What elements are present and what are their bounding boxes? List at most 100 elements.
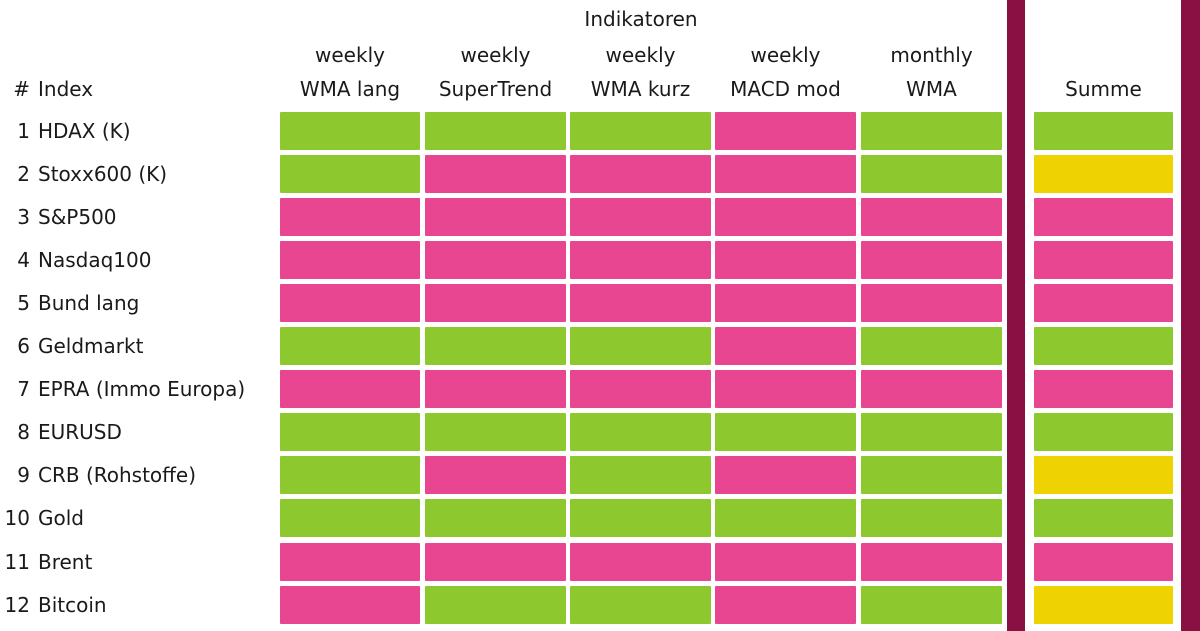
index-column-header: Index <box>38 77 94 101</box>
summe-cell <box>1034 586 1173 624</box>
row-number: 9 <box>17 463 30 487</box>
indicator-cell <box>861 586 1002 624</box>
column-header-period: weekly <box>605 43 676 67</box>
indicator-cell <box>861 413 1002 451</box>
column-header-period: weekly <box>315 43 385 67</box>
indicator-cell <box>280 413 420 451</box>
indicator-cell <box>861 112 1002 150</box>
row-number: 11 <box>4 550 30 574</box>
row-number: 3 <box>17 205 30 229</box>
indicator-cell <box>425 413 566 451</box>
indicator-cell <box>715 241 856 279</box>
row-label: Bund lang <box>38 291 140 315</box>
indicator-cell <box>861 198 1002 236</box>
row-number: 6 <box>17 334 30 358</box>
indicator-cell <box>570 499 711 537</box>
column-header-wma-lang: weekly WMA lang <box>280 38 420 106</box>
indicator-cell <box>425 370 566 408</box>
table-row: 4 Nasdaq100 <box>0 241 1200 279</box>
indicator-cell <box>715 586 856 624</box>
indicator-cell <box>570 456 711 494</box>
table-row: 2 Stoxx600 (K) <box>0 155 1200 193</box>
column-header-label: WMA lang <box>299 77 401 101</box>
row-number: 5 <box>17 291 30 315</box>
table-row: 10 Gold <box>0 499 1200 537</box>
table-row: 1 HDAX (K) <box>0 112 1200 150</box>
column-header-period: weekly <box>460 43 531 67</box>
table-row: 11 Brent <box>0 543 1200 581</box>
column-header-label: WMA kurz <box>590 77 691 101</box>
row-number: 2 <box>17 162 30 186</box>
indicator-cell <box>861 155 1002 193</box>
hash-column-header: # <box>13 77 30 101</box>
divider-bar-left <box>1007 0 1025 631</box>
indicator-cell <box>570 413 711 451</box>
column-header-label: WMA <box>906 77 957 101</box>
indicator-cell <box>425 112 566 150</box>
column-header-period <box>1034 38 1173 72</box>
row-label: Geldmarkt <box>38 334 144 358</box>
summe-cell <box>1034 370 1173 408</box>
summe-cell <box>1034 456 1173 494</box>
row-label: Nasdaq100 <box>38 248 152 272</box>
indicator-cell <box>861 241 1002 279</box>
row-label: HDAX (K) <box>38 119 131 143</box>
row-number: 4 <box>17 248 30 272</box>
indicator-cell <box>570 327 711 365</box>
indicator-cell <box>861 499 1002 537</box>
row-number: 10 <box>4 506 30 530</box>
indicator-cell <box>715 198 856 236</box>
row-number: 12 <box>4 593 30 617</box>
indicator-cell <box>425 543 566 581</box>
indicator-cell <box>280 586 420 624</box>
column-header-label: SuperTrend <box>438 77 553 101</box>
row-label: CRB (Rohstoffe) <box>38 463 197 487</box>
corner-header: # Index <box>0 72 93 106</box>
column-header-summe: Summe <box>1034 38 1173 106</box>
column-header-monthly-wma: monthly WMA <box>861 38 1002 106</box>
column-header-period: weekly <box>750 43 821 67</box>
table-row: 3 S&P500 <box>0 198 1200 236</box>
indicator-cell <box>280 284 420 322</box>
indicator-cell <box>715 499 856 537</box>
column-header-wma-kurz: weekly WMA kurz <box>570 38 711 106</box>
indicator-cell <box>715 112 856 150</box>
row-label: Brent <box>38 550 93 574</box>
column-header-supertrend: weekly SuperTrend <box>425 38 566 106</box>
indicator-cell <box>280 241 420 279</box>
indicator-cell <box>861 456 1002 494</box>
indicator-cell <box>425 499 566 537</box>
indicator-cell <box>570 284 711 322</box>
indicator-cell <box>280 543 420 581</box>
indicator-cell <box>570 241 711 279</box>
indicator-cell <box>715 413 856 451</box>
indicator-cell <box>425 155 566 193</box>
indicator-cell <box>425 456 566 494</box>
summe-cell <box>1034 413 1173 451</box>
row-number: 7 <box>17 377 30 401</box>
indicator-cell <box>715 284 856 322</box>
summe-cell <box>1034 198 1173 236</box>
row-label: Stoxx600 (K) <box>38 162 168 186</box>
indicator-cell <box>715 327 856 365</box>
column-header-macd-mod: weekly MACD mod <box>715 38 856 106</box>
table-row: 5 Bund lang <box>0 284 1200 322</box>
indicator-cell <box>280 198 420 236</box>
row-label: EPRA (Immo Europa) <box>38 377 246 401</box>
indicator-cell <box>570 198 711 236</box>
table-row: 9 CRB (Rohstoffe) <box>0 456 1200 494</box>
indicator-cell <box>570 586 711 624</box>
indicator-cell <box>570 155 711 193</box>
indicator-cell <box>861 543 1002 581</box>
column-header-label: MACD mod <box>730 77 841 101</box>
indicator-cell <box>570 543 711 581</box>
summe-cell <box>1034 499 1173 537</box>
indicator-cell <box>280 456 420 494</box>
summe-cell <box>1034 543 1173 581</box>
summe-cell <box>1034 284 1173 322</box>
summe-cell <box>1034 112 1173 150</box>
indicator-cell <box>570 112 711 150</box>
indicator-cell <box>861 370 1002 408</box>
summe-cell <box>1034 155 1173 193</box>
summe-cell <box>1034 241 1173 279</box>
